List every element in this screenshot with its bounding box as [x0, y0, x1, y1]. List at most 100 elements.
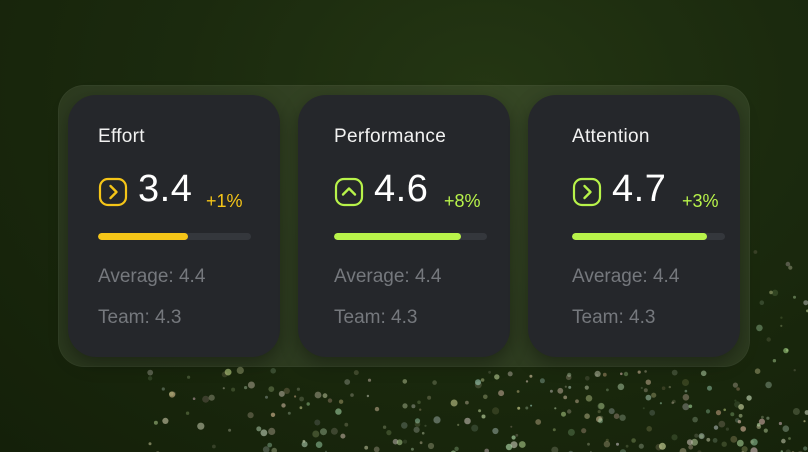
average-label: Average: 4.4 [572, 266, 680, 287]
background-dot [766, 416, 770, 420]
chevron-right-icon [98, 177, 128, 207]
background-dot [299, 396, 304, 402]
background-dot [256, 426, 262, 432]
background-dot [507, 371, 513, 377]
background-dot [684, 389, 688, 393]
background-dot [484, 448, 489, 452]
background-dot [788, 265, 793, 270]
background-dot [162, 417, 169, 424]
background-dot [402, 379, 408, 384]
background-dot [483, 394, 488, 400]
background-dot [322, 393, 328, 399]
background-dot [682, 403, 690, 411]
background-dot [464, 417, 471, 425]
background-dot [222, 387, 225, 390]
background-dot [754, 368, 761, 375]
background-dot [740, 426, 746, 432]
background-dot [314, 419, 321, 426]
background-dot [260, 429, 268, 437]
background-dot [265, 395, 268, 399]
progress-fill [98, 233, 189, 240]
background-dot [661, 386, 666, 391]
background-dot [335, 408, 342, 415]
background-dot [382, 425, 387, 429]
background-dot [169, 391, 176, 398]
background-dot [525, 380, 529, 383]
background-dot [738, 404, 744, 410]
background-dot [433, 416, 441, 424]
background-dot [643, 388, 648, 393]
background-dot [785, 261, 791, 267]
background-dot [587, 442, 590, 446]
background-dot [679, 448, 687, 452]
background-dot [721, 441, 727, 447]
background-dot [640, 386, 643, 390]
background-dot [686, 439, 693, 446]
background-dot [736, 387, 740, 391]
background-dot [402, 403, 408, 409]
background-dot [281, 403, 286, 408]
background-dot [608, 408, 615, 415]
background-dot [598, 415, 604, 421]
background-dot [401, 422, 408, 429]
background-dot [515, 433, 519, 437]
background-dot [278, 390, 285, 397]
background-dot [682, 379, 689, 386]
background-dot [312, 430, 320, 438]
background-dot [315, 441, 323, 449]
background-dot [756, 324, 763, 332]
background-dot [454, 446, 459, 451]
background-dot [671, 434, 678, 441]
background-dot [584, 413, 590, 420]
card-title: Performance [334, 126, 447, 147]
background-dot [327, 398, 333, 403]
background-dot [803, 446, 808, 451]
background-dot [803, 420, 806, 423]
background-dot [330, 427, 338, 435]
background-dot [481, 414, 486, 419]
background-dot [780, 316, 783, 319]
background-dot [750, 447, 758, 452]
background-dot [788, 437, 791, 440]
background-dot [705, 409, 711, 414]
background-dot [734, 401, 741, 408]
background-dot [780, 324, 783, 327]
background-dot [756, 423, 761, 427]
background-dot [736, 439, 744, 447]
background-dot [759, 300, 765, 306]
background-dot [581, 428, 587, 434]
background-dot [518, 441, 526, 448]
background-dot [642, 407, 645, 410]
background-dot [244, 386, 248, 390]
background-dot [494, 374, 500, 380]
background-dot [474, 381, 482, 389]
background-dot [597, 410, 601, 414]
background-dot [551, 446, 559, 452]
background-dot [730, 435, 738, 443]
background-dot [738, 413, 743, 418]
metric-card-performance[interactable]: Performance 4.6 +8% Average: 4.4 Team: 4… [298, 95, 510, 357]
background-dot [525, 406, 529, 410]
background-dot [557, 387, 564, 394]
background-dot [715, 410, 722, 416]
background-dot [392, 438, 399, 445]
background-dot [625, 444, 629, 448]
background-dot [688, 404, 693, 409]
background-dot [171, 391, 177, 397]
background-dot [169, 391, 174, 396]
team-label: Team: 4.3 [334, 307, 418, 328]
progress-bar [334, 233, 487, 240]
background-dot [411, 404, 416, 409]
background-dot [765, 381, 772, 389]
metric-card-attention[interactable]: Attention 4.7 +3% Average: 4.4 Team: 4.3 [528, 95, 740, 357]
background-dot [185, 411, 190, 415]
background-dot [197, 422, 205, 430]
metric-card-effort[interactable]: Effort 3.4 +1% Average: 4.4 Team: 4.3 [68, 95, 280, 357]
background-dot [147, 369, 154, 376]
background-dot [529, 374, 533, 378]
background-dot [364, 445, 369, 450]
background-dot [517, 406, 521, 410]
background-dot [707, 385, 712, 391]
background-dot [606, 388, 609, 392]
background-dot [414, 421, 421, 428]
